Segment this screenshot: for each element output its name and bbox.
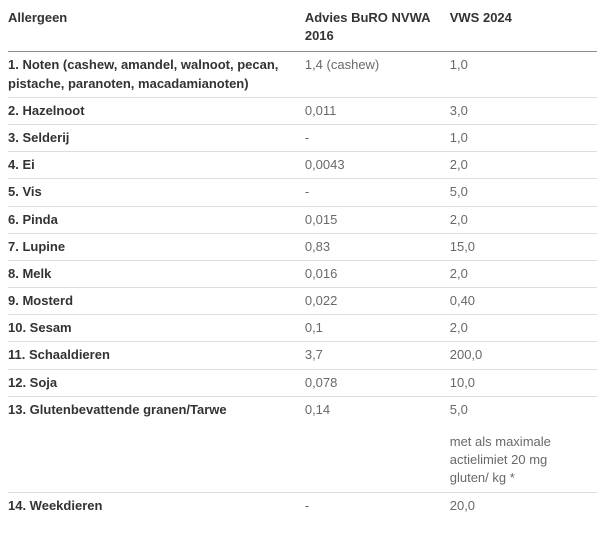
table-row: 2. Hazelnoot 0,011 3,0 (8, 97, 597, 125)
vws-amount: 2,0 (449, 265, 468, 281)
advies-value: 0,011 (304, 97, 450, 125)
table-row: 1. Noten (cashew, amandel, walnoot, peca… (8, 51, 597, 98)
vws-value: 1,0 (449, 51, 597, 98)
table-row: 4. Ei 0,0043 2,0 (8, 151, 597, 180)
vws-amount: 5,0 (449, 401, 468, 417)
allergen-name: 11. Schaaldieren (8, 341, 305, 370)
table-row: 3. Selderij - 1,0 (8, 124, 597, 153)
table-header-row: Allergeen Advies BuRO NVWA 2016 VWS 2024 (8, 2, 597, 53)
vws-value: 15,0 (449, 233, 597, 261)
vws-value: 2,0 (449, 206, 597, 234)
vws-note: met als maximale actielimiet 20 mg glute… (449, 434, 551, 486)
allergen-table: Allergeen Advies BuRO NVWA 2016 VWS 2024… (8, 2, 597, 519)
advies-value: 0,14 (304, 396, 450, 493)
vws-amount: 2,0 (449, 157, 468, 173)
column-header-vws-2024: VWS 2024 (449, 2, 597, 53)
vws-amount: 5,0 (449, 184, 468, 200)
column-header-advies-buro-nvwa-2016: Advies BuRO NVWA 2016 (304, 2, 450, 53)
vws-value: 2,0 (449, 260, 597, 289)
advies-value: 0,016 (304, 260, 450, 289)
advies-value: 0,022 (304, 287, 450, 316)
allergen-name: 7. Lupine (8, 233, 305, 261)
vws-value: 2,0 (449, 151, 597, 180)
advies-value: 0,83 (304, 233, 450, 261)
allergen-name: 12. Soja (8, 369, 305, 397)
table-row: 5. Vis - 5,0 (8, 178, 597, 207)
allergen-name: 1. Noten (cashew, amandel, walnoot, peca… (8, 51, 305, 98)
table-row: 12. Soja 0,078 10,0 (8, 369, 597, 397)
table-row: 7. Lupine 0,83 15,0 (8, 233, 597, 261)
column-header-allergeen: Allergeen (8, 2, 305, 53)
vws-amount: 10,0 (449, 374, 476, 390)
vws-amount: 200,0 (449, 347, 483, 363)
allergen-name: 2. Hazelnoot (8, 97, 305, 125)
table-row: 8. Melk 0,016 2,0 (8, 260, 597, 289)
vws-amount: 20,0 (449, 497, 476, 513)
advies-value: - (304, 178, 450, 207)
vws-amount: 2,0 (449, 320, 468, 336)
vws-amount: 1,0 (449, 57, 468, 73)
vws-value: 5,0 (449, 178, 597, 207)
table-row: 10. Sesam 0,1 2,0 (8, 314, 597, 343)
allergen-name: 4. Ei (8, 151, 305, 180)
vws-amount: 0,40 (449, 293, 476, 309)
allergen-name: 3. Selderij (8, 124, 305, 153)
allergen-name: 13. Glutenbevattende granen/Tarwe (8, 396, 305, 493)
advies-value: 3,7 (304, 341, 450, 370)
vws-amount: 1,0 (449, 129, 468, 145)
vws-value: 20,0 (450, 492, 597, 519)
vws-value: 0,40 (449, 287, 597, 316)
allergen-name: 8. Melk (8, 260, 305, 289)
vws-value: 10,0 (449, 369, 597, 397)
table-row: 13. Glutenbevattende granen/Tarwe 0,14 5… (8, 396, 597, 493)
vws-value: 3,0 (449, 97, 597, 125)
vws-amount: 3,0 (449, 102, 468, 118)
vws-value: 200,0 (449, 341, 597, 370)
advies-value: 0,0043 (304, 151, 450, 180)
table-row: 14. Weekdieren - 20,0 (8, 492, 597, 519)
allergen-name: 14. Weekdieren (8, 497, 103, 513)
advies-value: 0,078 (304, 369, 450, 397)
allergen-name: 9. Mosterd (8, 287, 305, 316)
vws-amount: 15,0 (449, 238, 476, 254)
table-row: 9. Mosterd 0,022 0,40 (8, 287, 597, 316)
table-row: 6. Pinda 0,015 2,0 (8, 206, 597, 234)
vws-value: 5,0 met als maximale actielimiet 20 mg g… (449, 396, 597, 493)
advies-value: - (304, 497, 310, 513)
vws-value: 1,0 (449, 124, 597, 153)
advies-value: 0,1 (304, 314, 450, 343)
advies-value: 1,4 (cashew) (304, 51, 450, 98)
table-row: 11. Schaaldieren 3,7 200,0 (8, 341, 597, 370)
allergen-name: 6. Pinda (8, 206, 305, 234)
advies-value: 0,015 (304, 206, 450, 234)
advies-value: - (304, 124, 450, 153)
allergen-name: 5. Vis (8, 178, 305, 207)
vws-value: 2,0 (449, 314, 597, 343)
vws-amount: 2,0 (449, 211, 468, 227)
allergen-name: 10. Sesam (8, 314, 305, 343)
